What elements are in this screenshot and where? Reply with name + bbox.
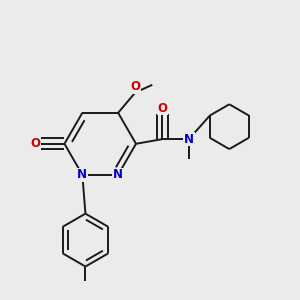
Text: O: O: [158, 101, 167, 115]
Text: O: O: [130, 80, 140, 94]
Text: O: O: [31, 137, 40, 150]
Text: N: N: [184, 133, 194, 146]
Text: N: N: [77, 168, 87, 181]
Text: N: N: [113, 168, 123, 181]
